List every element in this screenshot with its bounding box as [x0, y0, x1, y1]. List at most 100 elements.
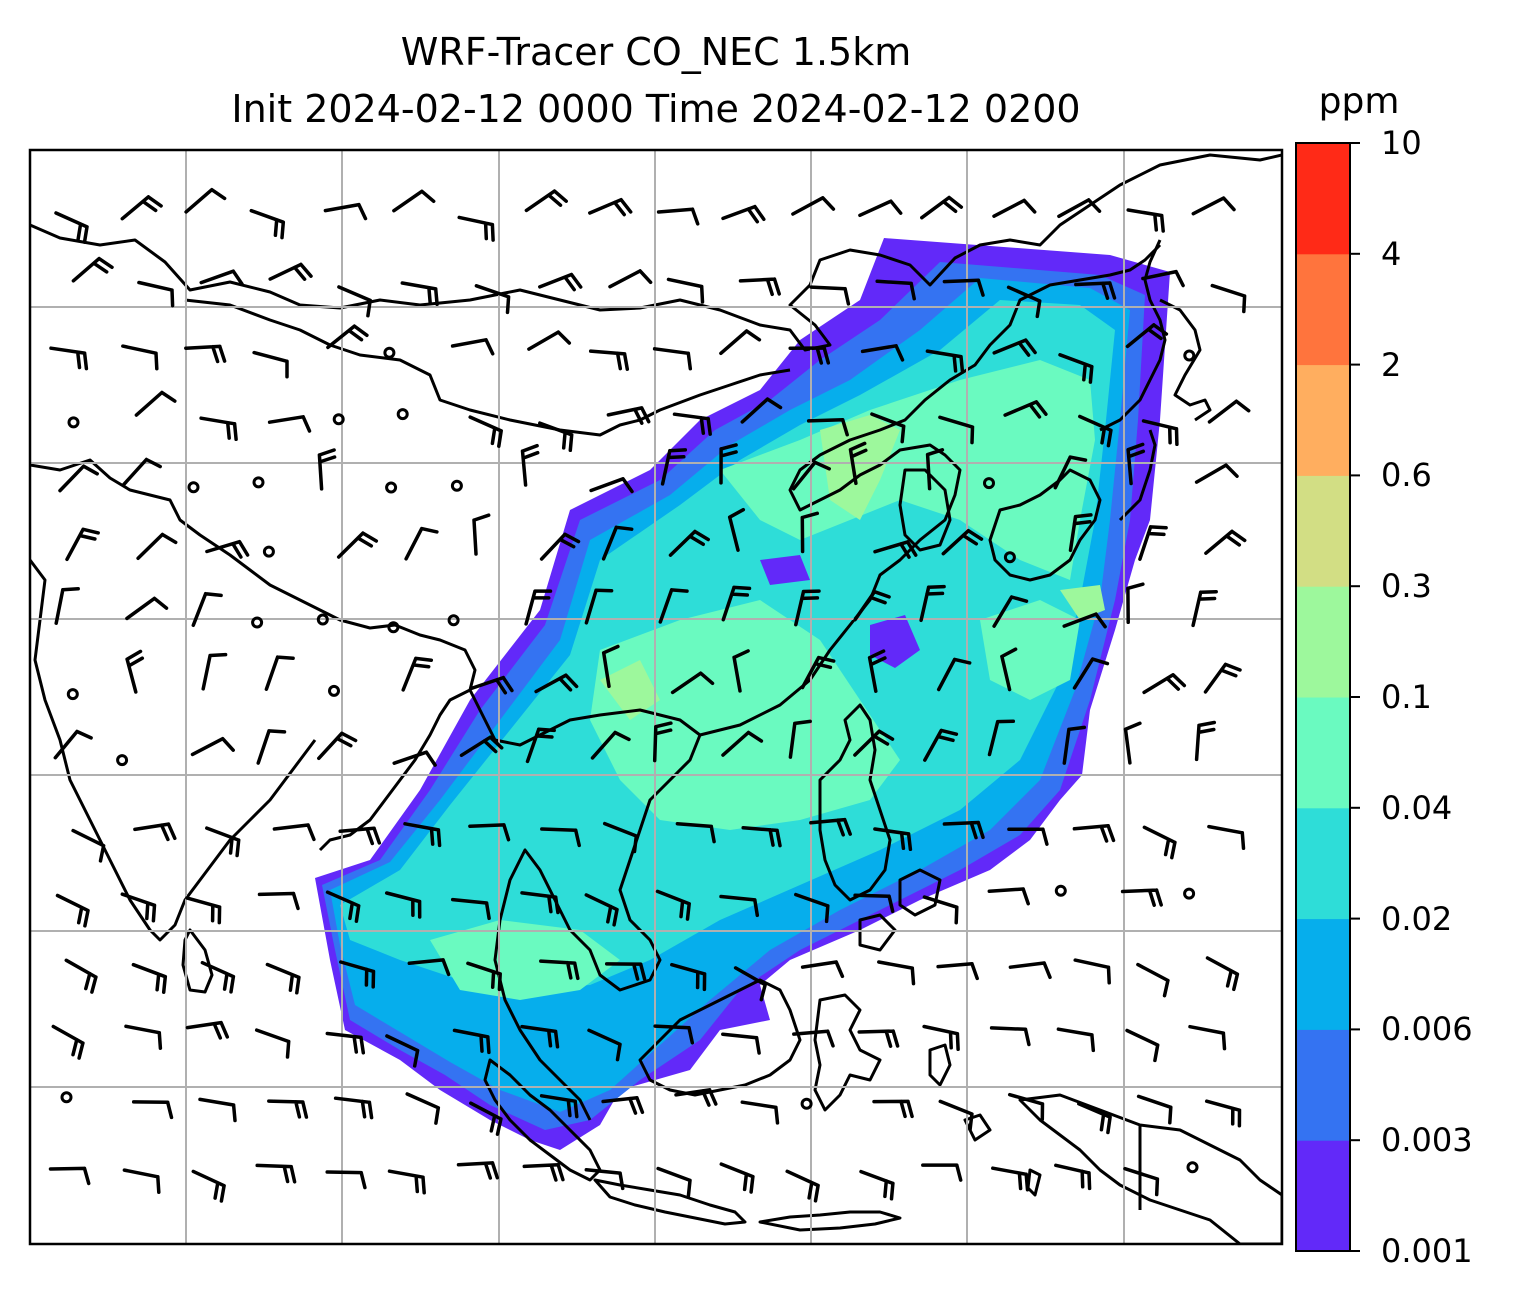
calm-wind-marker [385, 481, 398, 494]
wind-barb [719, 443, 738, 485]
wind-barb [1194, 720, 1217, 762]
wind-barb [1077, 1102, 1112, 1135]
wind-barb [875, 279, 916, 301]
wind-barb [721, 585, 752, 622]
colorbar-segment [1296, 253, 1350, 366]
wind-barb [1205, 956, 1240, 992]
wind-barb [992, 595, 1029, 628]
wind-barb [392, 750, 437, 767]
wind-barb [670, 671, 715, 695]
wind-barb [267, 1099, 309, 1119]
wind-barb [337, 285, 372, 318]
coastline-india [30, 458, 477, 942]
wind-barb [1203, 662, 1242, 694]
wind-barb [51, 1024, 85, 1060]
wind-barb [264, 655, 295, 691]
calm-wind-marker [60, 1091, 73, 1104]
chart-title-line-2: Init 2024-02-12 0000 Time 2024-02-12 020… [231, 87, 1081, 131]
wind-barb [456, 1161, 500, 1180]
calm-wind-marker [187, 481, 200, 494]
wind-barb [987, 887, 1030, 906]
coastline-asia-interior [184, 298, 791, 437]
wind-barb [920, 195, 964, 220]
wind-barb [525, 727, 556, 764]
wind-barb [400, 281, 439, 307]
wind-barb [185, 896, 222, 925]
wind-barb [522, 1163, 565, 1182]
wind-barb [265, 962, 301, 995]
wind-barb [938, 1099, 974, 1132]
wind-barb [1207, 399, 1251, 424]
wind-barb [1058, 353, 1094, 384]
colorbar-tick-label: 0.3 [1381, 567, 1432, 606]
wind-barb [674, 1088, 718, 1107]
tracer-band-0.04 [430, 920, 620, 1000]
wind-barb [1142, 825, 1177, 860]
colorbar-tick-label: 4 [1381, 234, 1402, 273]
tracer-band-0.1 [600, 660, 660, 720]
wind-barb [584, 588, 614, 625]
wind-barb [459, 735, 504, 758]
wind-barb [538, 421, 574, 453]
calm-wind-marker [383, 346, 396, 359]
wind-barb [122, 1168, 161, 1195]
coastline-java [593, 1178, 902, 1232]
wind-barb [601, 644, 620, 689]
wind-barb [653, 1024, 695, 1045]
wind-barb [658, 588, 689, 624]
wind-barb [587, 1028, 622, 1062]
wind-barb [925, 448, 945, 491]
wind-barb [249, 208, 286, 240]
calm-wind-marker [800, 1097, 813, 1110]
wind-barb [539, 1094, 579, 1119]
wind-barb [721, 1032, 761, 1055]
wind-barb [938, 415, 975, 445]
calm-wind-marker [67, 416, 80, 429]
wind-barb [858, 199, 903, 218]
wind-barb [255, 1163, 297, 1184]
colorbar-segment [1296, 807, 1350, 920]
wind-barb [987, 719, 1016, 757]
wind-barb [727, 507, 746, 552]
wind-barb [538, 272, 583, 292]
wind-barb [867, 649, 887, 693]
wind-barb [54, 211, 89, 244]
wind-barb [1072, 657, 1110, 690]
wind-barb [992, 338, 1037, 357]
wind-barb [131, 962, 168, 994]
wind-barb [1073, 958, 1111, 985]
wind-barb [794, 589, 821, 627]
wind-barb [652, 721, 673, 763]
colorbar-tick-label: 0.001 [1381, 1232, 1473, 1270]
wind-barb [1078, 414, 1113, 448]
wind-barb [272, 823, 316, 842]
colorbar [1295, 142, 1360, 1252]
coastline-japan [1099, 239, 1212, 522]
coastline-philippines [818, 703, 942, 952]
wind-barb [325, 890, 361, 923]
wind-barb [872, 1099, 914, 1119]
wind-barb [205, 826, 241, 858]
wind-barb [733, 966, 767, 1002]
wind-barb [1141, 419, 1179, 447]
wind-barb [740, 1100, 780, 1125]
wind-barb [405, 1092, 441, 1125]
wind-barb [191, 591, 223, 628]
wind-barb [588, 349, 630, 371]
colorbar-tick-label: 0.02 [1381, 899, 1453, 938]
wind-barb [788, 719, 812, 759]
wind-barb [539, 959, 580, 981]
calm-wind-marker [1003, 551, 1016, 564]
calm-wind-marker [116, 754, 129, 767]
wind-barb [1006, 285, 1042, 319]
wind-barb [941, 528, 984, 556]
wind-barb [1008, 961, 1052, 980]
calm-wind-marker [447, 614, 460, 627]
chart-title-line-1: WRF-Tracer CO_NEC 1.5km [400, 30, 912, 74]
wind-barb [1057, 198, 1102, 219]
wind-barb [992, 198, 1037, 218]
wind-barb [860, 344, 905, 362]
wind-barb [942, 278, 985, 297]
wind-barb [1062, 725, 1087, 765]
wind-barb [540, 827, 581, 848]
